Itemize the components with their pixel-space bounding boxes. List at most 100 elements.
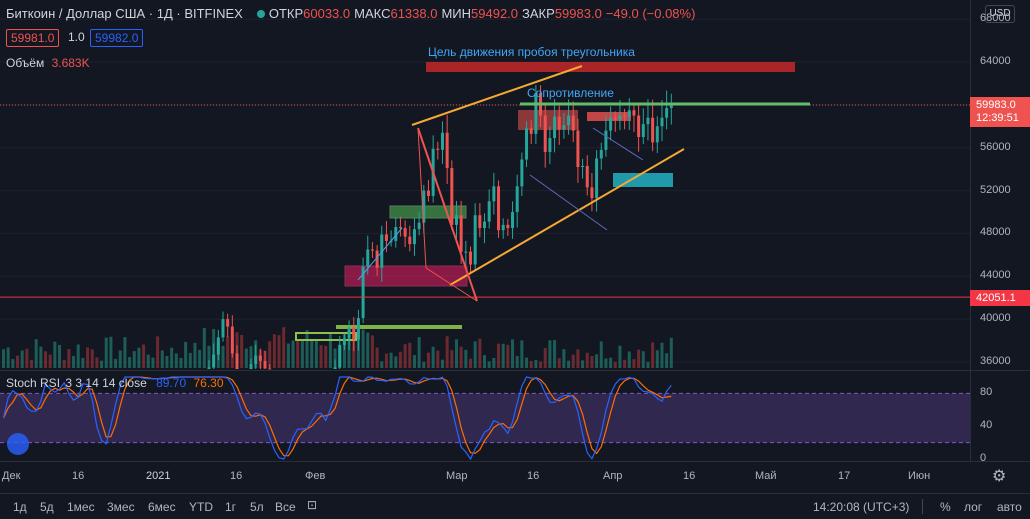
volume-bar [478, 338, 482, 368]
supply-zone-small [587, 112, 631, 121]
volume-bar [48, 354, 52, 368]
candle-body [534, 93, 538, 134]
volume-bar [244, 348, 248, 368]
bottom-toolbar: 1д 5д 1мес 3мес 6мес YTD 1г 5л Все ⊡ 14:20:08 (UT… [0, 493, 1030, 519]
volume-bar [342, 332, 346, 368]
candle-body [454, 215, 458, 225]
volume-bar [431, 346, 435, 368]
volume-bar [464, 349, 468, 368]
candle-body [370, 249, 374, 251]
candle-body [469, 251, 472, 265]
stoch-d-value: 76.30 [193, 376, 224, 390]
volume-bar [394, 356, 398, 368]
resistance-annotation[interactable]: Сопротивление [527, 86, 614, 100]
buy-button[interactable]: 59982.0 [90, 29, 144, 47]
volume-bar [146, 354, 150, 368]
market-open-icon [256, 9, 265, 18]
close-label: ЗАКР [522, 6, 555, 21]
volume-bar [548, 340, 552, 368]
volume-value: 3.683K [51, 56, 90, 70]
timeframe-button[interactable]: 3мес [107, 500, 135, 514]
demand-zone [613, 173, 673, 187]
stoch-tick: 40 [980, 419, 993, 432]
volume-bar [277, 335, 281, 368]
candle-body [338, 344, 342, 368]
volume-bar [268, 341, 272, 368]
volume-bar [553, 340, 557, 368]
candle-body [478, 215, 482, 229]
volume-bar [76, 344, 80, 368]
volume-bar [567, 360, 571, 368]
candle-body [207, 367, 211, 369]
sell-button[interactable]: 59981.0 [6, 29, 60, 47]
volume-bar [599, 341, 603, 368]
stoch-k-value: 89.70 [156, 376, 187, 390]
candle-body [384, 234, 388, 241]
symbol-title[interactable]: Биткоин / Доллар США · 1Д · BITFINEX [6, 6, 243, 21]
channel-line-lower [529, 174, 608, 231]
timeframe-button[interactable]: YTD [189, 500, 213, 514]
volume-bar [291, 340, 295, 368]
change-value: −49.0 (−0.08%) [605, 6, 696, 21]
log-toggle[interactable]: лог [964, 500, 983, 514]
timeframe-button[interactable]: 5д [40, 500, 54, 514]
timeframe-button[interactable]: 1д [13, 500, 27, 514]
date-range-icon[interactable]: ⊡ [307, 498, 318, 512]
price-tick: 64000 [980, 55, 1011, 67]
price-tick: 56000 [980, 140, 1011, 153]
divider [922, 499, 923, 514]
candle-body [380, 234, 384, 268]
volume-bar [104, 337, 108, 368]
candle-body [497, 186, 501, 231]
timeframe-button[interactable]: 1мес [67, 500, 95, 514]
candle-body [618, 115, 622, 120]
open-value: 60033.0 [303, 6, 351, 21]
candle-body [627, 110, 631, 117]
candle-body [623, 115, 627, 117]
candle-body [609, 117, 613, 131]
volume-bar [179, 358, 183, 368]
volume-bar [445, 336, 449, 368]
channel-line [357, 227, 403, 281]
timeframe-button[interactable]: 5л [250, 500, 264, 514]
timeframe-button[interactable]: 1г [225, 500, 237, 514]
clock[interactable]: 14:20:08 (UTC+3) [813, 500, 910, 514]
candle-body [585, 165, 589, 188]
timeframe-button[interactable]: 6мес [148, 500, 176, 514]
quantity-value[interactable]: 1.0 [68, 30, 85, 44]
volume-bar [16, 355, 20, 368]
candle-body [571, 115, 575, 131]
candle-body [641, 124, 645, 137]
volume-bar [202, 327, 206, 368]
drop-line-vertical [417, 127, 427, 269]
candle-body [487, 201, 491, 222]
volume-legend[interactable]: Объём 3.683K [6, 56, 90, 70]
volume-bar [62, 360, 66, 368]
candle-body [216, 337, 220, 355]
price-chart[interactable] [0, 0, 1030, 493]
volume-bar [282, 327, 286, 368]
volume-bar [184, 341, 188, 368]
currency-button[interactable]: USD [985, 5, 1015, 23]
volume-bar [618, 345, 622, 368]
volume-bar [44, 351, 48, 368]
candle-body [548, 138, 552, 152]
volume-bar [100, 360, 104, 368]
candle-body [529, 128, 533, 134]
stoch-rsi-legend[interactable]: Stoch RSI 3 3 14 14 close 89.70 76.30 [6, 376, 224, 390]
auto-toggle[interactable]: авто [997, 500, 1022, 514]
volume-bar [6, 347, 10, 368]
volume-bar [459, 346, 463, 368]
percent-toggle[interactable]: % [940, 500, 951, 514]
settings-gear-icon[interactable]: ⚙ [992, 468, 1007, 485]
volume-bar [123, 337, 127, 368]
timeframe-button[interactable]: Все [275, 500, 296, 514]
volume-bar [324, 345, 328, 368]
volume-bar [81, 357, 85, 368]
volume-bar [314, 340, 318, 368]
low-label: МИН [441, 6, 472, 21]
target-annotation[interactable]: Цель движения пробоя треугольника [428, 45, 635, 59]
volume-bar [319, 345, 323, 368]
candle-body [347, 327, 351, 339]
time-tick: 16 [230, 470, 243, 482]
